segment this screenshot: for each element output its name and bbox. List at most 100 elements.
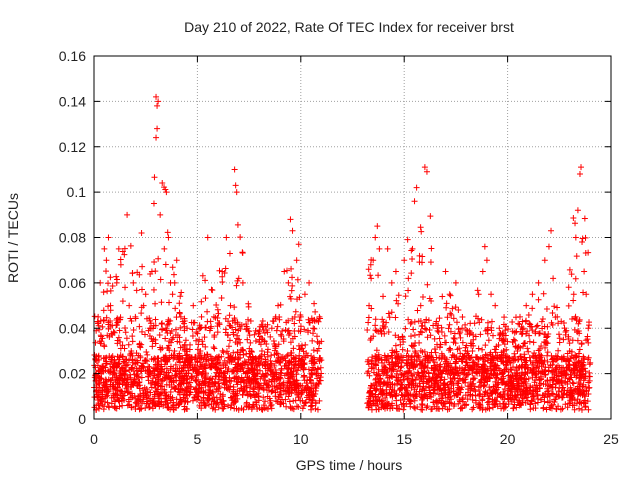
data-point [155,98,162,105]
data-point [289,335,296,342]
data-point [222,265,229,272]
data-point [289,227,296,234]
data-point [256,362,263,369]
data-point [146,332,153,339]
data-point [215,365,222,372]
data-point [300,366,307,373]
data-point [278,332,285,339]
data-point [427,332,434,339]
data-point [558,370,565,377]
data-point [450,381,457,388]
data-point [541,398,548,405]
data-point [239,249,246,256]
data-point [183,370,190,377]
data-point [126,367,133,374]
data-point [463,359,470,366]
data-point [166,376,173,383]
data-point [368,305,375,312]
data-point [114,384,121,391]
data-point [210,344,217,351]
data-point [161,245,168,252]
data-point [583,387,590,394]
data-point [198,313,205,320]
data-point [419,394,426,401]
data-point [251,394,258,401]
data-point [441,339,448,346]
data-point [152,268,159,275]
data-point [260,386,267,393]
data-point [227,354,234,361]
data-point [264,405,271,412]
data-point [207,353,214,360]
data-point [578,164,585,171]
data-point [296,294,303,301]
data-point [205,386,212,393]
data-point [220,349,227,356]
data-point [135,393,142,400]
data-point [585,390,592,397]
data-point [178,398,185,405]
data-point [310,325,317,332]
data-point [119,381,126,388]
data-point [220,362,227,369]
data-point [530,339,537,346]
data-point [162,186,169,193]
data-point [173,326,180,333]
data-point [465,354,472,361]
data-point [570,297,577,304]
data-point [214,314,221,321]
data-point [532,400,539,407]
data-point [117,256,124,263]
data-point [98,369,105,376]
data-point [410,380,417,387]
data-point [521,340,528,347]
data-point [166,347,173,354]
data-point [194,396,201,403]
data-point [295,362,302,369]
data-point [498,336,505,343]
data-point [256,339,263,346]
data-point [280,338,287,345]
data-point [248,360,255,367]
data-point [238,362,245,369]
data-point [526,338,533,345]
data-point [105,234,112,241]
data-point [424,395,431,402]
data-point [575,359,582,366]
data-point [229,390,236,397]
data-point [560,319,567,326]
data-point [260,373,267,380]
y-tick-label: 0.04 [59,320,86,336]
data-point [237,378,244,385]
data-point [137,405,144,412]
data-point [431,335,438,342]
data-point [257,333,264,340]
data-point [142,368,149,375]
data-point [122,325,129,332]
data-point [574,337,581,344]
data-point [162,392,169,399]
data-point [202,343,209,350]
data-point [95,401,102,408]
data-point [472,354,479,361]
data-point [255,390,262,397]
data-point [209,376,216,383]
data-point [427,213,434,220]
data-point [157,346,164,353]
data-point [469,359,476,366]
data-point [162,325,169,332]
data-point [154,125,161,132]
data-point [405,392,412,399]
data-point [460,353,467,360]
data-point [167,367,174,374]
data-point [446,321,453,328]
data-point [194,330,201,337]
data-point [164,404,171,411]
data-point [570,291,577,298]
data-point [407,333,414,340]
data-point [506,385,513,392]
data-point [396,405,403,412]
data-point [202,295,209,302]
data-point [212,380,219,387]
data-point [481,354,488,361]
